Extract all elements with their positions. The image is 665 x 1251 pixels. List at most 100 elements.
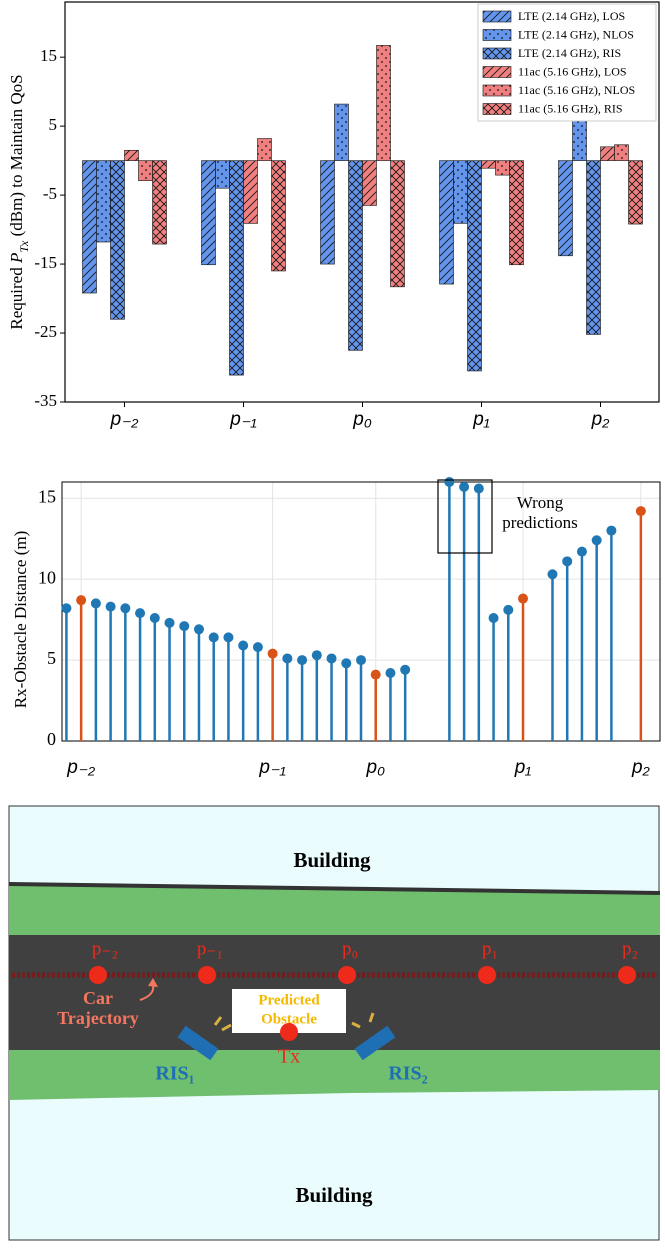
annotation: Wrong (517, 493, 564, 512)
bar (362, 160, 377, 206)
stem-head (164, 617, 175, 628)
y-axis-label-part: P (7, 253, 26, 264)
building-label: Building (293, 848, 371, 872)
y-tick-label: -35 (34, 391, 57, 410)
legend-swatch (482, 84, 512, 97)
x-tick-label: p₀ (365, 757, 385, 778)
axes-frame (64, 1, 660, 403)
stem-head (591, 535, 602, 546)
bar (334, 103, 349, 161)
stem-head (326, 653, 337, 664)
y-tick-label: -5 (43, 184, 57, 203)
bar (376, 45, 391, 161)
bar-chart: -35 -25 -15 -5 5 15 p₋₂ p₋₁ p₀ p₁ p₂ Required PTx (… (7, 1, 660, 430)
stem-head (606, 525, 617, 536)
y-axis-label-part: Required (7, 263, 26, 330)
point (618, 966, 636, 984)
points (89, 966, 636, 984)
ris-label: RIS₁ (155, 1063, 194, 1085)
stem-head (267, 648, 278, 659)
y-axis-label: Required PTx (dBm) to Maintain QoS (7, 74, 31, 329)
ris-label: RIS₂ (388, 1063, 427, 1085)
stem-head (341, 658, 352, 669)
point-labels: p₋₂ p₋₁ p₀ p₁ p₂ (92, 938, 638, 959)
tx-node (280, 1023, 298, 1041)
y-tick-label: 5 (49, 115, 58, 134)
x-tick-label: p₂ (591, 409, 611, 430)
stem-head (120, 603, 131, 614)
x-tick-label: p₋₁ (229, 409, 257, 430)
bar (124, 149, 139, 161)
stem-head (238, 640, 249, 651)
legend-swatch (482, 47, 512, 60)
bar (229, 160, 244, 376)
stem-head (459, 481, 470, 492)
bar (467, 160, 482, 372)
y-tick-label: 15 (40, 46, 57, 65)
stem-head (444, 477, 455, 487)
stem-head (252, 642, 263, 653)
point-label: p₋₂ (92, 938, 118, 959)
y-tick-label: 10 (38, 567, 56, 587)
legend-label: LTE (2.14 GHz), LOS (518, 9, 625, 23)
bar (495, 160, 510, 176)
obstacle-label: Predicted (258, 992, 320, 1008)
point (198, 966, 216, 984)
stem-head (282, 653, 293, 664)
building-edge (8, 882, 661, 895)
tx-label: Tx (278, 1046, 300, 1068)
road-diagram: p₋₂ p₋₁ p₀ p₁ p₂ Building Building Car T… (8, 805, 661, 1241)
stem-head (311, 650, 322, 661)
x-tick-label: p₁ (514, 757, 532, 778)
building-label: Building (295, 1183, 373, 1207)
x-tick-label: p₀ (352, 409, 372, 430)
point-label: p₂ (622, 938, 638, 959)
bar (138, 160, 153, 181)
ris-beam (213, 1016, 232, 1032)
stem-head (576, 546, 587, 557)
trajectory-label: Trajectory (57, 1008, 139, 1028)
stem-head (193, 624, 204, 635)
y-tick-label: 5 (47, 648, 56, 668)
stem-head (149, 612, 160, 623)
bar (614, 144, 629, 161)
stem-head (356, 655, 366, 666)
bar (509, 160, 524, 266)
legend-swatch (482, 29, 512, 41)
bar (558, 160, 573, 257)
stem-head (518, 593, 529, 604)
bar (453, 160, 468, 224)
bar (271, 160, 286, 272)
trajectory-label: Car (83, 988, 113, 1008)
legend-label: 11ac (5.16 GHz), NLOS (518, 83, 635, 97)
point-label: p₁ (482, 938, 498, 959)
bar (586, 160, 601, 335)
stem-head (135, 608, 146, 619)
bar (96, 160, 111, 243)
annotation: predictions (502, 513, 578, 532)
x-tick-label: p₂ (631, 757, 651, 778)
stem-head (208, 632, 219, 643)
bar (600, 146, 615, 161)
legend-label: LTE (2.14 GHz), NLOS (518, 27, 634, 41)
point (89, 966, 107, 984)
bar (82, 160, 97, 294)
bar (390, 160, 405, 288)
x-tick-label: p₋₂ (66, 757, 96, 778)
x-tick-label: p₋₂ (110, 409, 140, 430)
bar (152, 160, 167, 245)
y-axis-label-part: (dBm) to Maintain QoS (7, 74, 26, 240)
legend-label: LTE (2.14 GHz), RIS (518, 46, 621, 60)
bar (215, 160, 230, 189)
bar (481, 160, 496, 169)
bar (201, 160, 216, 266)
x-tick-label: p₋₁ (258, 757, 286, 778)
point (338, 966, 356, 984)
green-top (9, 884, 660, 935)
stem-head (76, 595, 87, 606)
bar (628, 160, 643, 225)
bar (320, 160, 335, 265)
